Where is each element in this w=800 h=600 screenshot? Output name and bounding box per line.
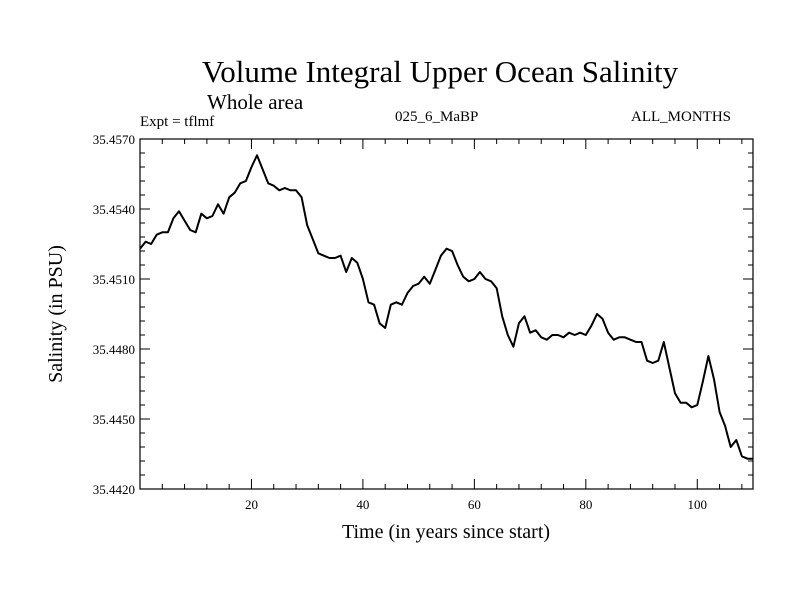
x-tick-label: 20 <box>245 497 258 512</box>
x-tick-label: 60 <box>468 497 481 512</box>
chart-subtitle: Whole area <box>207 90 304 114</box>
tick-labels: 20 40 60 80 100 35.4420 35.4450 35.4480 35.4510 3… <box>93 132 707 512</box>
x-tick-label: 100 <box>688 497 708 512</box>
x-tick-label: 40 <box>356 497 369 512</box>
chart-title: Volume Integral Upper Ocean Salinity <box>201 54 679 89</box>
y-tick-label: 35.4480 <box>93 342 135 357</box>
plot-frame <box>139 138 754 490</box>
y-tick-label: 35.4420 <box>93 482 135 497</box>
y-axis-label: Salinity (in PSU) <box>45 245 67 383</box>
y-tick-label: 35.4570 <box>93 132 135 147</box>
y-tick-label: 35.4510 <box>93 272 135 287</box>
axis-ticks <box>140 138 753 490</box>
x-tick-label: 80 <box>579 497 592 512</box>
x-axis-label: Time (in years since start) <box>342 521 550 543</box>
run-id-label: 025_6_MaBP <box>395 109 479 125</box>
y-tick-label: 35.4450 <box>93 412 135 427</box>
y-tick-label: 35.4540 <box>93 202 135 217</box>
experiment-label: Expt = tflmf <box>140 114 215 130</box>
salinity-series-line <box>139 154 753 460</box>
months-label: ALL_MONTHS <box>631 109 731 125</box>
